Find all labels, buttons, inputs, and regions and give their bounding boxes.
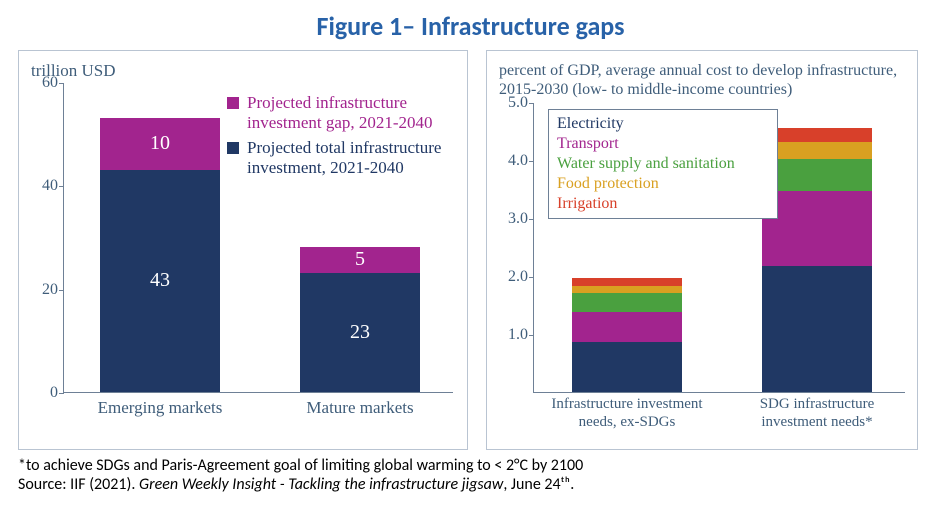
left-bar-segment: 23: [300, 273, 420, 392]
right-chart-description: percent of GDP, average annual cost to d…: [499, 61, 905, 99]
right-ytick-label: 5.0: [500, 94, 528, 112]
right-ytick-label: 4.0: [500, 152, 528, 170]
left-ytick-mark: [59, 393, 64, 394]
right-ytick-mark: [529, 103, 534, 104]
right-category-label: SDG infrastructure investment needs*: [727, 396, 907, 431]
right-bar-segment: [762, 266, 872, 392]
source-line: Source: IIF (2021). Green Weekly Insight…: [18, 475, 923, 494]
right-ytick-label: 1.0: [500, 326, 528, 344]
source-suffix: , June 24ᵗʰ.: [503, 475, 574, 494]
left-bar-value-label: 23: [300, 321, 420, 344]
left-ytick-label: 60: [32, 74, 58, 92]
footnotes: *to achieve SDGs and Paris-Agreement goa…: [18, 456, 923, 494]
right-category-label: Infrastructure investment needs, ex-SDGs: [537, 396, 717, 431]
left-bar-value-label: 43: [100, 269, 220, 292]
right-plot-area: ElectricityTransportWater supply and san…: [533, 103, 905, 393]
charts-row: trillion USD 0 20 40 60 43 10 Emerging markets…: [18, 50, 923, 450]
legend-text: Projected infrastructure investment gap,…: [247, 93, 467, 132]
left-ytick-mark: [59, 83, 64, 84]
right-legend-item: Irrigation: [557, 194, 769, 214]
left-y-axis-title: trillion USD: [31, 61, 455, 81]
left-bar-segment: 5: [300, 247, 420, 273]
left-legend-item: Projected infrastructure investment gap,…: [227, 93, 467, 132]
right-legend-item: Water supply and sanitation: [557, 154, 769, 174]
left-ytick-mark: [59, 290, 64, 291]
right-bar-segment: [762, 191, 872, 266]
right-bar-segment: [572, 286, 682, 294]
right-legend-item: Transport: [557, 134, 769, 154]
legend-swatch: [227, 142, 239, 154]
legend-swatch: [227, 97, 239, 109]
right-bar-segment: [572, 312, 682, 342]
source-title: Green Weekly Insight - Tackling the infr…: [139, 475, 503, 494]
right-ytick-label: 2.0: [500, 268, 528, 286]
right-ytick-mark: [529, 161, 534, 162]
left-bar-value-label: 5: [300, 248, 420, 271]
right-ytick-mark: [529, 335, 534, 336]
right-ytick-mark: [529, 219, 534, 220]
left-ytick-mark: [59, 186, 64, 187]
left-bar-segment: 10: [100, 118, 220, 170]
left-ytick-label: 20: [32, 281, 58, 299]
source-prefix: Source: IIF (2021).: [18, 475, 139, 494]
figure-title: Figure 1– Infrastructure gaps: [18, 10, 923, 42]
left-ytick-label: 40: [32, 177, 58, 195]
footnote-text: *to achieve SDGs and Paris-Agreement goa…: [18, 456, 923, 475]
right-legend: ElectricityTransportWater supply and san…: [548, 109, 778, 219]
left-bar-segment: 43: [100, 170, 220, 392]
left-ytick-label: 0: [32, 384, 58, 402]
right-bar-segment: [572, 293, 682, 312]
right-chart: percent of GDP, average annual cost to d…: [486, 50, 918, 450]
right-bar-segment: [572, 278, 682, 286]
right-ytick-label: 3.0: [500, 210, 528, 228]
left-bar-value-label: 10: [100, 132, 220, 155]
legend-text: Projected total infrastructure investmen…: [247, 138, 467, 177]
right-bar-segment: [762, 159, 872, 191]
left-category-label: Emerging markets: [80, 398, 240, 418]
right-ytick-mark: [529, 277, 534, 278]
right-legend-item: Electricity: [557, 114, 769, 134]
left-legend: Projected infrastructure investment gap,…: [227, 93, 467, 183]
left-legend-item: Projected total infrastructure investmen…: [227, 138, 467, 177]
right-bar-segment: [762, 142, 872, 158]
right-bar-segment: [762, 128, 872, 143]
left-category-label: Mature markets: [280, 398, 440, 418]
right-bar-segment: [572, 342, 682, 392]
left-chart: trillion USD 0 20 40 60 43 10 Emerging markets…: [18, 50, 468, 450]
right-legend-item: Food protection: [557, 174, 769, 194]
